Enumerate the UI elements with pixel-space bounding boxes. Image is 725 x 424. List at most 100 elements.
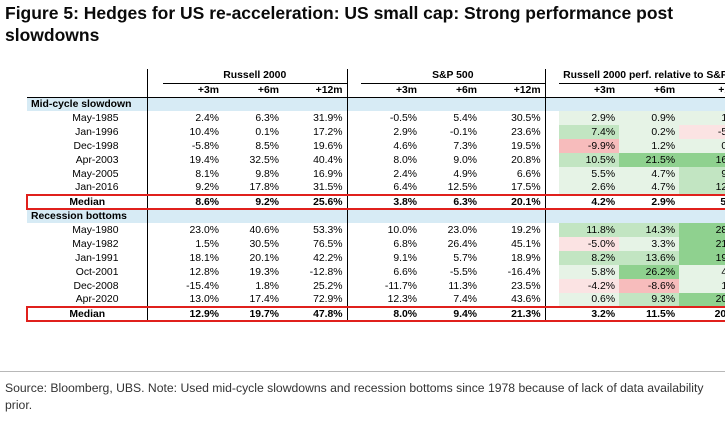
column-separator <box>346 194 362 210</box>
column-separator <box>346 97 362 111</box>
sp500-value: 6.8% <box>393 238 418 250</box>
russell-2000-value: 10.4% <box>189 126 219 138</box>
sp500-value: 23.6% <box>511 126 541 138</box>
column-separator <box>146 125 163 139</box>
relative-value: 11.5% <box>619 306 680 322</box>
sp500-value: 4.6% <box>393 140 418 152</box>
section-fill <box>481 97 546 111</box>
russell-2000-value: 17.8% <box>249 182 279 193</box>
row-label: Jan-2016 <box>75 182 119 193</box>
section-fill <box>421 97 482 111</box>
relative-value: 5.8% <box>559 265 620 279</box>
relative-value: 12.0% <box>679 181 725 195</box>
russell-2000-value: 2.4% <box>195 112 219 124</box>
performance-table: Russell 2000 S&P 500 Russell 2000 perf. … <box>26 69 725 322</box>
russell-2000-value: 8.6% <box>163 194 223 210</box>
russell-2000-value: -5.8% <box>191 140 219 152</box>
section-fill <box>679 209 725 223</box>
sp500-value: 23.0% <box>447 224 478 236</box>
relative-value: 14.3% <box>619 223 680 237</box>
relative-value: 0.2% <box>619 125 680 139</box>
column-separator <box>146 265 163 279</box>
column-separator <box>146 306 163 322</box>
sp500-value: 9.4% <box>421 306 482 322</box>
column-separator <box>346 139 362 153</box>
section-fill <box>283 209 348 223</box>
relative-value: 2.9% <box>559 111 620 125</box>
table-row: Apr-2003 19.4% 32.5% 40.4% 8.0% 9.0% 20.8% 10.5… <box>27 153 725 167</box>
row-label: Median <box>26 306 147 322</box>
relative-value: 20.0% <box>679 306 725 322</box>
sp500-value: 43.6% <box>511 294 541 305</box>
relative-value: 4.2% <box>559 194 620 210</box>
table-row: Dec-2008 -15.4% 1.8% 25.2% -11.7% 11.3% 23.5% -… <box>27 279 725 293</box>
horizon-header: +6m <box>421 83 482 98</box>
russell-2000-value: -12.8% <box>309 266 343 278</box>
median-row: Median 12.9% 19.7% 47.8% 8.0% 9.4% 21.3% 3.2% 11… <box>26 306 725 322</box>
column-separator <box>346 111 362 125</box>
row-label: Jan-1996 <box>75 126 119 138</box>
sp500-value: 19.5% <box>511 140 541 152</box>
row-label: Jan-1991 <box>75 252 119 264</box>
row-label: Oct-2001 <box>75 266 119 278</box>
sp500-value: -0.5% <box>389 112 418 124</box>
column-separator <box>346 237 362 251</box>
horizon-header: +6m <box>619 83 680 98</box>
horizon-header: +3m <box>559 83 620 98</box>
table-row: May-1982 1.5% 30.5% 76.5% 6.8% 26.4% 45.1% -5.0… <box>27 237 725 251</box>
section-fill <box>283 97 348 111</box>
section-fill <box>361 209 422 223</box>
relative-value: 21.6% <box>679 237 725 251</box>
relative-value: 5.4% <box>679 194 725 210</box>
relative-value: -9.9% <box>559 139 620 153</box>
column-separator <box>146 181 163 195</box>
row-label: Apr-2003 <box>75 154 119 166</box>
russell-2000-value: 12.9% <box>163 306 223 322</box>
column-separator <box>146 293 163 307</box>
sp500-value: 23.5% <box>511 280 541 292</box>
russell-2000-value: 31.5% <box>313 182 343 193</box>
sp500-value: -11.7% <box>384 280 418 292</box>
column-separator <box>544 167 560 181</box>
section-label: Mid-cycle slowdown <box>27 97 147 111</box>
column-separator <box>146 237 163 251</box>
sp500-value: 6.4% <box>393 182 418 193</box>
russell-2000-value: 13.0% <box>189 294 219 305</box>
russell-2000-value: 53.3% <box>313 224 343 236</box>
sp500-value: 21.3% <box>481 306 546 322</box>
column-separator <box>544 181 560 195</box>
relative-value: 21.5% <box>619 153 680 167</box>
horizon-header: +3m <box>163 83 223 98</box>
column-separator <box>346 265 362 279</box>
russell-2000-value: 31.9% <box>313 112 343 124</box>
sp500-value: 6.6% <box>516 168 541 180</box>
sp500-value: -5.5% <box>449 266 478 278</box>
column-separator <box>544 153 560 167</box>
russell-2000-value: 40.6% <box>249 224 279 236</box>
column-separator <box>146 167 163 181</box>
russell-2000-value: 20.1% <box>249 252 279 264</box>
relative-value: 5.5% <box>559 167 620 181</box>
column-separator <box>544 251 560 265</box>
relative-value: 1.1% <box>679 111 725 125</box>
sp500-value: 20.8% <box>511 154 541 166</box>
relative-value: 26.2% <box>619 265 680 279</box>
section-fill <box>481 209 546 223</box>
column-separator <box>544 125 560 139</box>
source-note: Source: Bloomberg, UBS. Note: Used mid-c… <box>5 381 704 412</box>
group-header-row: Russell 2000 S&P 500 Russell 2000 perf. … <box>27 69 725 84</box>
table-row: Jan-1996 10.4% 0.1% 17.2% 2.9% -0.1% 23.6% 7.4%… <box>27 125 725 139</box>
sp500-value: 5.7% <box>453 252 478 264</box>
column-separator <box>146 139 163 153</box>
section-fill <box>163 97 223 111</box>
russell-2000-value: 42.2% <box>313 252 343 264</box>
russell-2000-value: 19.3% <box>249 266 279 278</box>
section-fill <box>163 209 223 223</box>
sp500-value: -16.4% <box>507 266 541 278</box>
section-fill <box>421 209 482 223</box>
relative-value: 7.4% <box>559 125 620 139</box>
column-separator <box>544 279 560 293</box>
column-separator <box>146 251 163 265</box>
sp500-value: 26.4% <box>447 238 478 250</box>
relative-value: 0.9% <box>619 111 680 125</box>
